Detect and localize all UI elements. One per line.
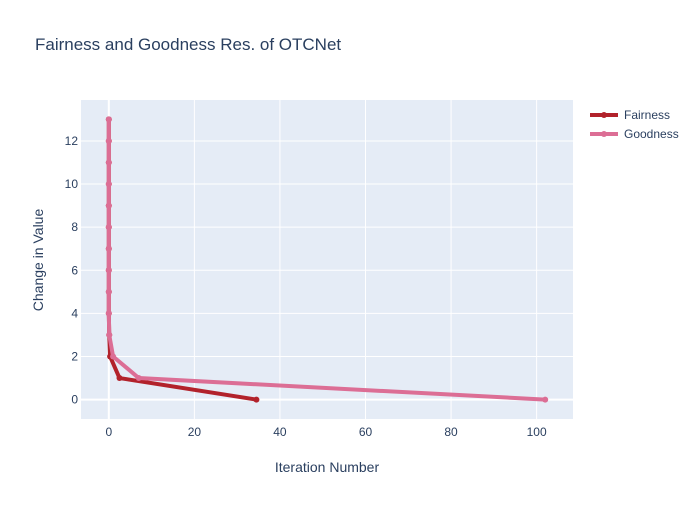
legend-marker [601,112,607,118]
data-point [105,202,112,209]
x-tick-label: 60 [359,425,373,439]
tick-labels: 0 20 40 60 80 100 0 2 4 6 8 10 12 [65,134,547,439]
x-axis-label: Iteration Number [275,459,380,475]
data-point [105,159,112,166]
x-tick-label: 80 [444,425,458,439]
x-tick-label: 40 [273,425,287,439]
data-point [105,245,112,252]
y-tick-label: 6 [71,263,78,277]
y-tick-label: 12 [65,134,79,148]
series-goodness [105,116,549,403]
data-point [105,288,112,295]
data-point [106,331,113,338]
legend-item-goodness[interactable]: Goodness [590,127,679,141]
legend-item-fairness[interactable]: Fairness [590,108,670,122]
data-point [105,181,112,188]
data-point [135,375,142,382]
x-tick-label: 20 [188,425,202,439]
legend[interactable]: Fairness Goodness [590,108,679,141]
data-point [105,137,112,144]
chart-title: Fairness and Goodness Res. of OTCNet [35,35,341,54]
y-tick-label: 10 [65,177,79,191]
y-tick-label: 4 [71,306,78,320]
legend-label: Fairness [624,108,670,122]
data-point [105,224,112,231]
x-tick-label: 0 [105,425,112,439]
data-point [110,353,117,360]
data-point [253,396,260,403]
y-tick-label: 2 [71,349,78,363]
grid-lines [81,100,573,419]
data-point [542,396,549,403]
y-tick-label: 8 [71,220,78,234]
plot-area [81,100,573,419]
x-tick-label: 100 [527,425,547,439]
legend-marker [601,131,607,137]
data-point [105,116,112,123]
data-point [105,310,112,317]
series-line-goodness [106,117,548,402]
legend-label: Goodness [624,127,679,141]
series-lines [105,116,549,403]
y-tick-label: 0 [71,393,78,407]
data-point [116,375,123,382]
data-point [105,267,112,274]
y-axis-label: Change in Value [30,209,46,312]
